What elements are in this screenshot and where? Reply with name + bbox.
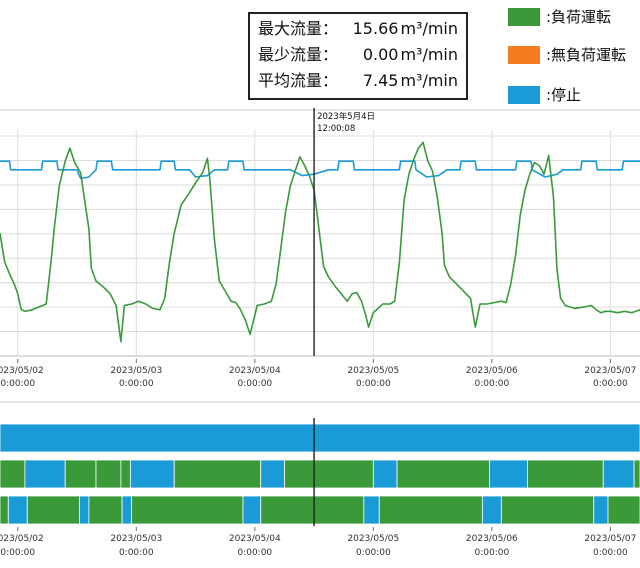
timeline-segment-stop — [372, 459, 398, 489]
timeline-segment-load — [0, 495, 9, 525]
timeline-segment-stop — [242, 495, 262, 525]
cursor-date-label: 2023年5月4日 — [317, 111, 375, 122]
top-tick-date: 2023/05/06 — [466, 366, 518, 376]
timeline-segment-load — [0, 459, 26, 489]
bottom-tick-time: 0:00:00 — [593, 548, 628, 558]
bottom-tick-time: 0:00:00 — [0, 548, 35, 558]
timeline-segment-stop — [7, 495, 28, 525]
bottom-tick-date: 2023/05/06 — [466, 534, 518, 544]
stat-max-unit: m³/min — [400, 19, 458, 38]
legend-swatch-unload — [508, 45, 540, 64]
timeline-segment-stop — [24, 459, 66, 489]
stat-min-unit: m³/min — [400, 45, 458, 64]
timeline-segment-load — [95, 459, 122, 489]
timeline-segment-load — [500, 495, 595, 525]
load-series-path — [0, 141, 640, 343]
top-tick-time: 0:00:00 — [356, 379, 391, 389]
timeline-segment-load — [173, 459, 262, 489]
timeline-segment-load — [260, 495, 365, 525]
stat-avg-label: 平均流量： — [258, 71, 339, 90]
cursor-time-label: 12:00:08 — [317, 124, 355, 134]
top-tick-date: 2023/05/02 — [0, 366, 44, 376]
bottom-tick-date: 2023/05/02 — [0, 534, 44, 544]
load-series-line — [0, 141, 640, 343]
stop-series-line — [0, 160, 640, 180]
bottom-tick-date: 2023/05/04 — [229, 534, 281, 544]
stat-min-label: 最少流量： — [258, 45, 339, 64]
top-tick-time: 0:00:00 — [475, 379, 510, 389]
stat-min-row: 最少流量： 0.00 m³/min — [258, 42, 458, 68]
x-axis-top: 2023/05/02 0:00:00 2023/05/03 0:00:00 2023/0… — [0, 359, 636, 389]
stat-avg-value: 7.45 — [362, 71, 399, 90]
timeline-segment-stop — [0, 423, 640, 453]
timeline-segment-stop — [129, 459, 175, 489]
timeline-segment-stop — [489, 459, 528, 489]
x-axis-bottom: 2023/05/02 0:00:00 2023/05/03 0:00:00 2023/0… — [0, 527, 636, 558]
bottom-tick-date: 2023/05/03 — [110, 534, 162, 544]
legend-label-load: :負荷運転 — [546, 8, 612, 26]
timeline-segment-stop — [602, 459, 635, 489]
bottom-tick-date: 2023/05/05 — [347, 534, 399, 544]
timeline-segment-load — [607, 495, 640, 525]
timeline-segment-load — [26, 495, 80, 525]
timeline-segment-stop — [481, 495, 502, 525]
legend-swatch-stop — [508, 85, 540, 104]
top-tick-date: 2023/05/04 — [229, 366, 281, 376]
legend-label-stop: :停止 — [546, 86, 582, 104]
bottom-tick-time: 0:00:00 — [356, 548, 391, 558]
timeline-segment-load — [396, 459, 490, 489]
operation-timeline — [0, 401, 640, 525]
timeline-segment-load — [378, 495, 483, 525]
top-tick-time: 0:00:00 — [237, 379, 272, 389]
time-cursor[interactable]: 2023年5月4日 12:00:08 — [313, 108, 375, 526]
timeline-segment-load — [284, 459, 374, 489]
timeline-segment-load — [131, 495, 244, 525]
legend-item-load: :負荷運転 — [508, 6, 611, 27]
bottom-tick-time: 0:00:00 — [119, 548, 154, 558]
timeline-segment-load — [64, 459, 97, 489]
timeline-segment-stop — [260, 459, 285, 489]
flow-stats-box: 最大流量： 15.66 m³/min 最少流量： 0.00 m³/min 平均流… — [248, 12, 468, 100]
timeline-segment-stop — [79, 495, 90, 525]
stat-max-value: 15.66 — [352, 19, 399, 38]
top-tick-time: 0:00:00 — [0, 379, 35, 389]
top-tick-time: 0:00:00 — [593, 379, 628, 389]
bottom-tick-date: 2023/05/07 — [584, 534, 636, 544]
legend-item-stop: :停止 — [508, 84, 581, 105]
timeline-segment-load — [527, 459, 604, 489]
legend-label-unload: :無負荷運転 — [546, 46, 627, 64]
top-tick-time: 0:00:00 — [119, 379, 154, 389]
top-tick-date: 2023/05/03 — [110, 366, 162, 376]
top-tick-date: 2023/05/07 — [584, 366, 636, 376]
stat-min-value: 0.00 — [362, 45, 399, 64]
stat-avg-row: 平均流量： 7.45 m³/min — [258, 68, 458, 94]
timeline-segment-load — [120, 459, 131, 489]
bottom-tick-time: 0:00:00 — [237, 548, 272, 558]
bottom-tick-time: 0:00:00 — [475, 548, 510, 558]
stat-max-row: 最大流量： 15.66 m³/min — [258, 16, 458, 42]
stop-series-path — [0, 160, 640, 180]
timeline-segment-stop — [363, 495, 380, 525]
stat-max-label: 最大流量： — [258, 19, 339, 38]
timeline-segment-stop — [593, 495, 609, 525]
top-tick-date: 2023/05/05 — [347, 366, 399, 376]
legend-swatch-load — [508, 7, 540, 26]
stat-avg-unit: m³/min — [400, 71, 458, 90]
timeline-segment-stop — [121, 495, 132, 525]
legend-item-unload: :無負荷運転 — [508, 44, 626, 65]
timeline-segment-load — [633, 459, 640, 489]
timeline-segment-load — [88, 495, 123, 525]
